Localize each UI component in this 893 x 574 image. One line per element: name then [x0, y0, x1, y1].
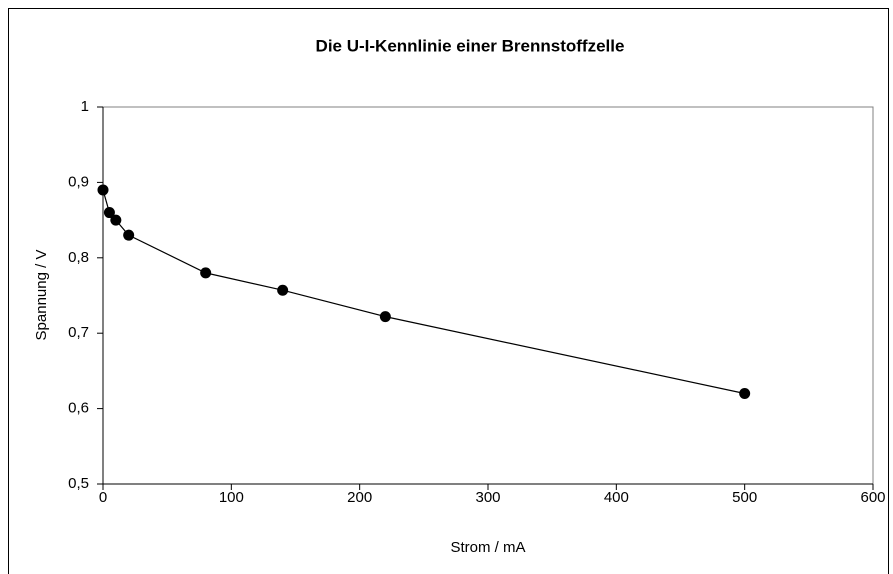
data-point — [103, 207, 115, 219]
y-tick-label: 0,7 — [68, 324, 89, 341]
plot-area — [102, 106, 874, 485]
y-tick-label: 0,9 — [68, 173, 89, 190]
y-tick-label: 0,8 — [68, 249, 89, 266]
data-point — [110, 214, 122, 226]
y-tick-label: 0,5 — [68, 475, 89, 492]
x-tick-label: 100 — [219, 489, 244, 506]
x-tick-label: 200 — [347, 489, 372, 506]
y-axis-label: Spannung / V — [33, 250, 50, 341]
data-point — [739, 388, 751, 400]
y-tick-label: 1 — [81, 98, 89, 115]
x-tick-label: 400 — [604, 489, 629, 506]
data-point — [200, 267, 212, 279]
data-point — [123, 229, 135, 241]
data-point — [379, 311, 391, 323]
x-tick-label: 500 — [732, 489, 757, 506]
x-tick-label: 300 — [475, 489, 500, 506]
data-point — [97, 184, 109, 196]
x-tick-label: 600 — [860, 489, 885, 506]
y-tick-label: 0,6 — [68, 400, 89, 417]
x-axis-label: Strom / mA — [450, 539, 525, 556]
x-tick-label: 0 — [99, 489, 107, 506]
data-point — [277, 284, 289, 296]
chart-title: Die U-I-Kennlinie einer Brennstoffzelle — [316, 36, 625, 55]
